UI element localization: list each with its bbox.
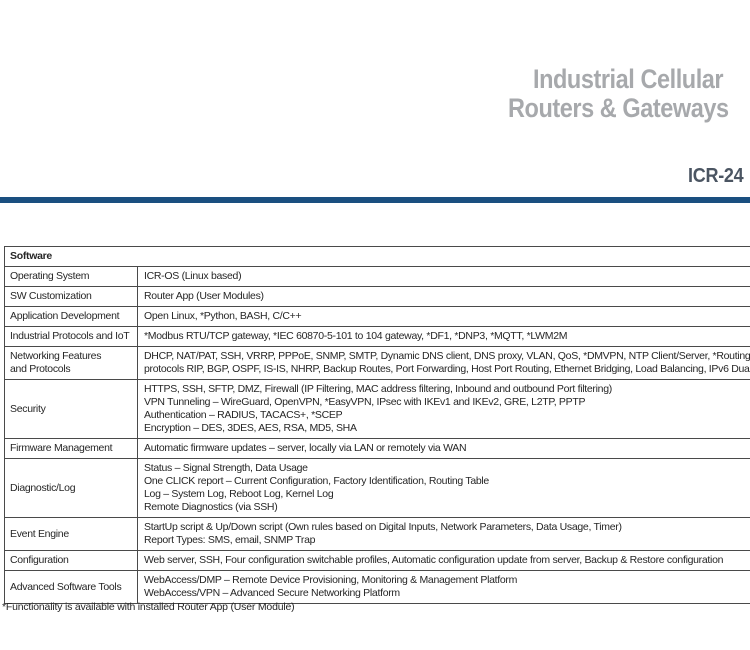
software-spec-table: Software Operating System ICR-OS (Linux b… [4, 246, 750, 604]
header-divider-rule [0, 197, 750, 203]
spec-value: Web server, SSH, Four configuration swit… [137, 550, 750, 571]
page-title-line1: Industrial Cellular [533, 64, 724, 94]
section-header-row: Software [4, 246, 750, 267]
spec-label: SW Customization [4, 286, 138, 307]
spec-label: Diagnostic/Log [4, 458, 138, 518]
spec-label: Networking Features and Protocols [4, 346, 138, 380]
spec-value: WebAccess/DMP – Remote Device Provisioni… [137, 570, 750, 604]
footnote: *Functionality is available with install… [2, 601, 295, 613]
spec-label: Security [4, 379, 138, 439]
table-row: Application Development Open Linux, *Pyth… [4, 306, 750, 327]
spec-value: Router App (User Modules) [137, 286, 750, 307]
spec-value: Automatic firmware updates – server, loc… [137, 438, 750, 459]
table-row: Firmware Management Automatic firmware up… [4, 438, 750, 459]
spec-value: StartUp script & Up/Down script (Own rul… [137, 517, 750, 551]
spec-value: Open Linux, *Python, BASH, C/C++ [137, 306, 750, 327]
spec-label: Event Engine [4, 517, 138, 551]
table-row: Operating System ICR-OS (Linux based) [4, 266, 750, 287]
spec-label: Firmware Management [4, 438, 138, 459]
table-row: Security HTTPS, SSH, SFTP, DMZ, Firewall … [4, 379, 750, 439]
page-title-line2: Routers & Gateways [508, 93, 729, 123]
spec-label: Operating System [4, 266, 138, 287]
spec-label: Application Development [4, 306, 138, 327]
table-row: Event Engine StartUp script & Up/Down scr… [4, 517, 750, 551]
table-row: Configuration Web server, SSH, Four confi… [4, 550, 750, 571]
spec-label: Advanced Software Tools [4, 570, 138, 604]
table-row: Networking Features and Protocols DHCP, N… [4, 346, 750, 380]
spec-label: Industrial Protocols and IoT [4, 326, 138, 347]
table-row: Advanced Software Tools WebAccess/DMP – R… [4, 570, 750, 604]
software-table-body: Operating System ICR-OS (Linux based) SW C… [4, 266, 750, 604]
section-title: Software [4, 246, 750, 267]
spec-value: ICR-OS (Linux based) [137, 266, 750, 287]
model-number: ICR-24 [688, 165, 744, 187]
table-row: Diagnostic/Log Status – Signal Strength, … [4, 458, 750, 518]
table-row: Industrial Protocols and IoT *Modbus RTU/… [4, 326, 750, 347]
spec-value: Status – Signal Strength, Data Usage One… [137, 458, 750, 518]
spec-value: *Modbus RTU/TCP gateway, *IEC 60870-5-10… [137, 326, 750, 347]
spec-value: DHCP, NAT/PAT, SSH, VRRP, PPPoE, SNMP, S… [137, 346, 750, 380]
table-row: SW Customization Router App (User Modules… [4, 286, 750, 307]
spec-value: HTTPS, SSH, SFTP, DMZ, Firewall (IP Filt… [137, 379, 750, 439]
spec-label: Configuration [4, 550, 138, 571]
